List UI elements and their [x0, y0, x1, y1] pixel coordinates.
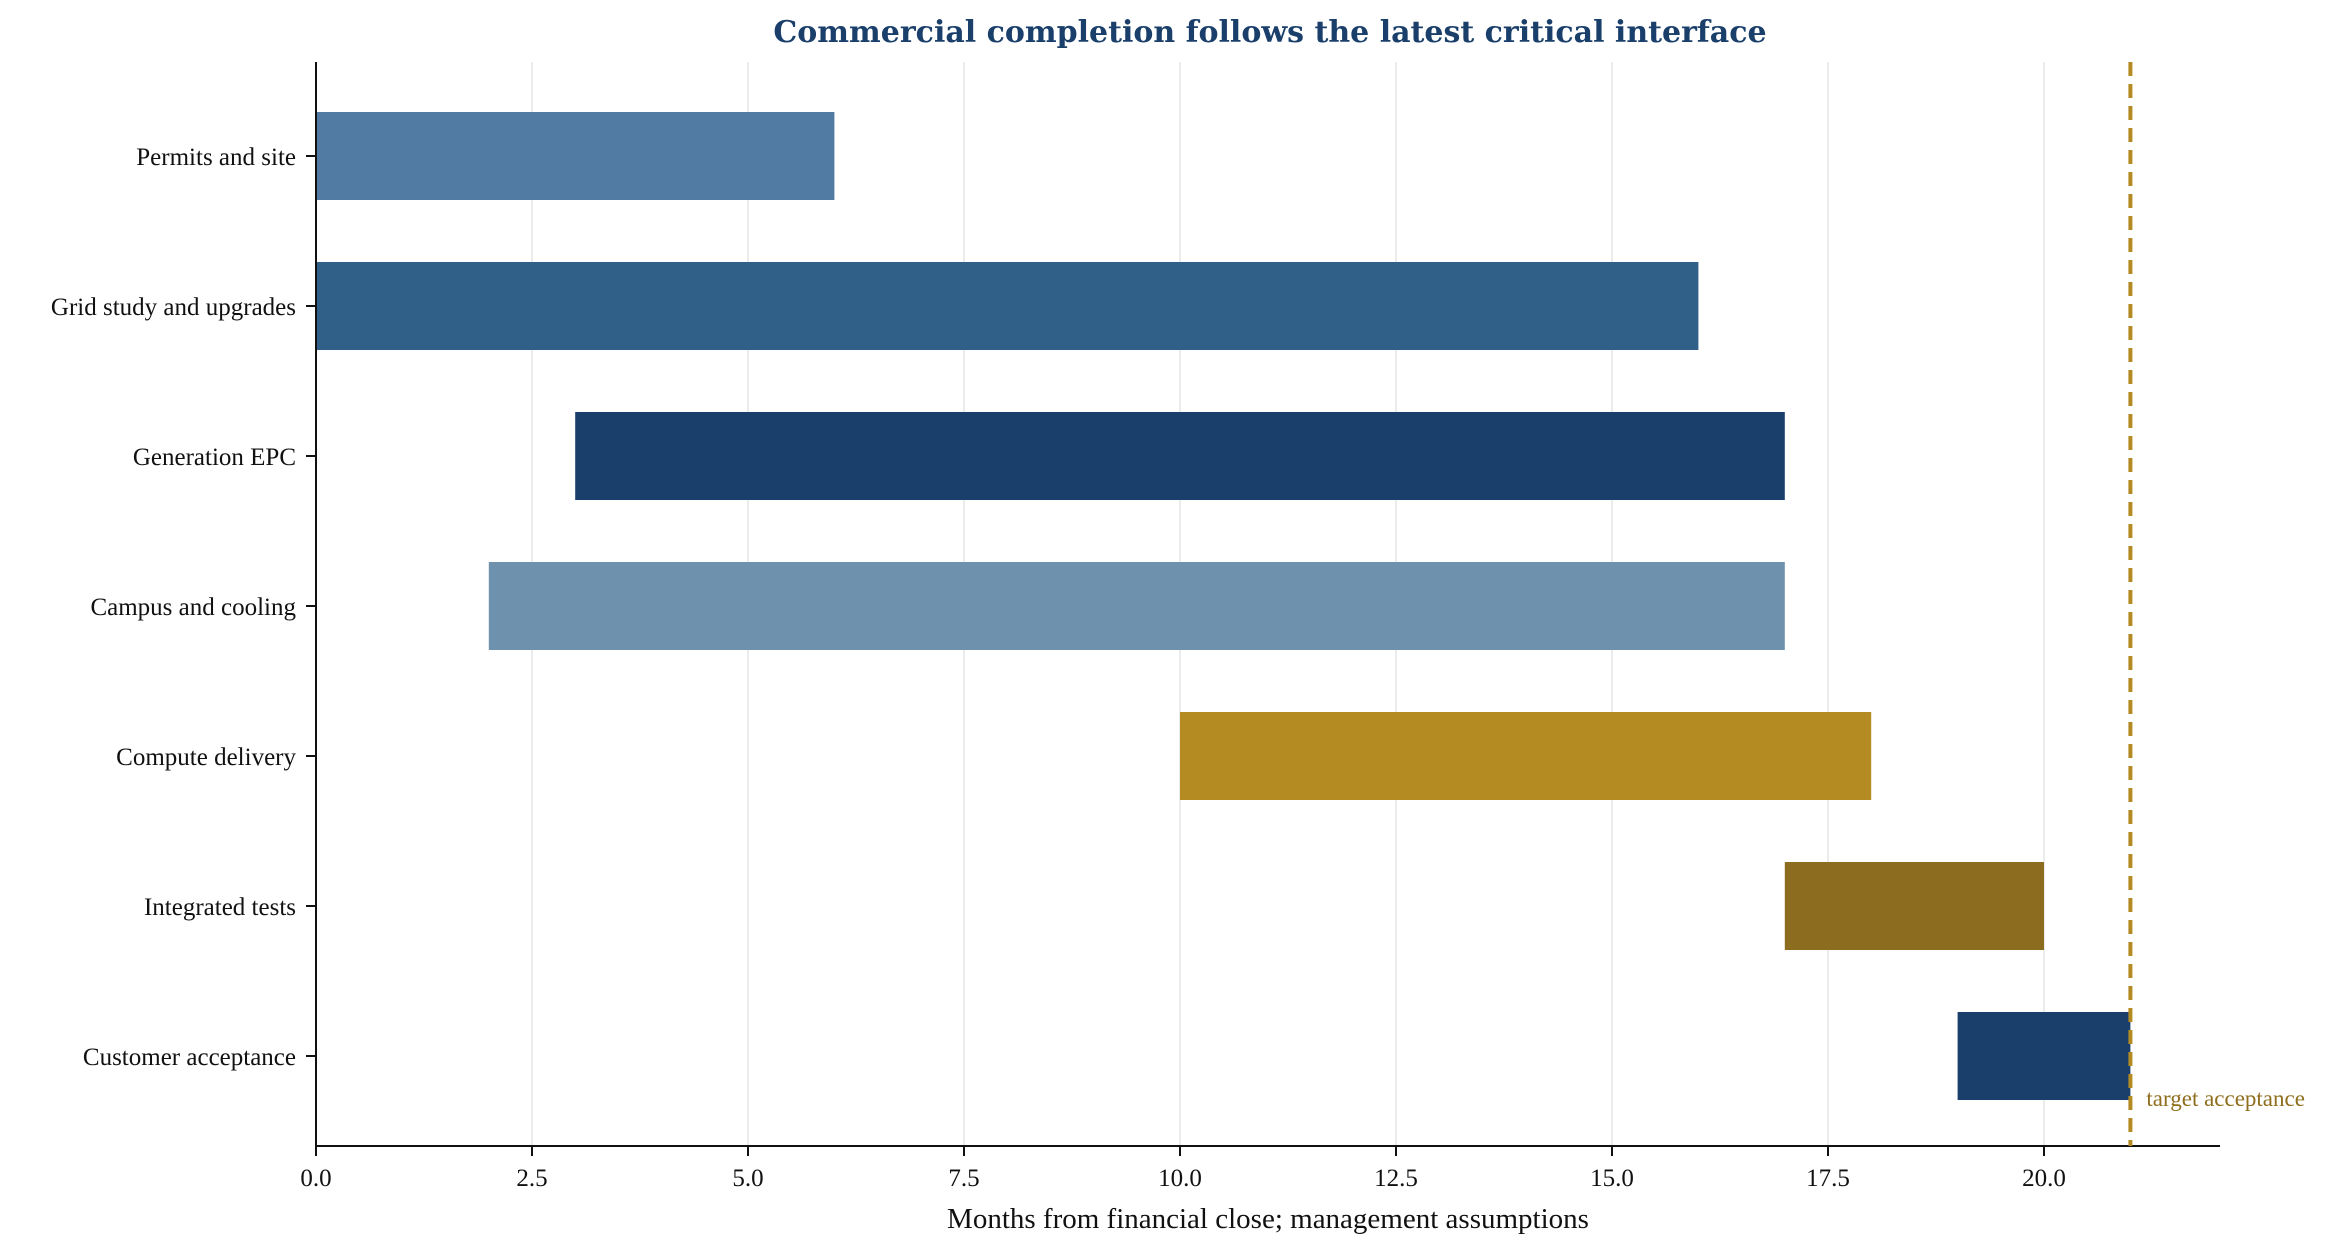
x-tick-label: 5.0 — [732, 1165, 763, 1192]
task-label: Customer acceptance — [83, 1044, 296, 1071]
task-bar — [1180, 712, 1872, 800]
task-label: Grid study and upgrades — [51, 294, 296, 321]
task-label: Campus and cooling — [90, 594, 296, 621]
axes — [315, 62, 2220, 1147]
task-bar — [1784, 862, 2044, 950]
task-bars — [316, 112, 2131, 1100]
x-tick-label: 7.5 — [948, 1165, 979, 1192]
task-label: Permits and site — [136, 144, 296, 171]
task-label: Integrated tests — [144, 894, 296, 921]
task-bar — [316, 262, 1699, 350]
reference-line-group: target acceptance — [2128, 62, 2305, 1146]
x-tick-label: 0.0 — [300, 1165, 331, 1192]
task-bar — [488, 562, 1785, 650]
task-bar — [1957, 1012, 2131, 1100]
target-acceptance-label: target acceptance — [2146, 1086, 2305, 1111]
x-ticks: 0.0 2.5 5.0 7.5 10.0 12.5 15.0 17.5 20.0 — [300, 1146, 2066, 1192]
x-tick-label: 15.0 — [1590, 1165, 1634, 1192]
x-tick-label: 10.0 — [1158, 1165, 1202, 1192]
x-tick-label: 17.5 — [1806, 1165, 1850, 1192]
chart-title: Commercial completion follows the latest… — [773, 15, 1766, 50]
task-label: Generation EPC — [133, 444, 296, 471]
x-tick-label: 2.5 — [516, 1165, 547, 1192]
task-bar — [316, 112, 835, 200]
task-label: Compute delivery — [116, 744, 296, 771]
task-bar — [575, 412, 1785, 500]
x-tick-label: 12.5 — [1374, 1165, 1418, 1192]
x-axis-label: Months from financial close; management … — [947, 1203, 1589, 1235]
y-ticks: Permits and site Grid study and upgrades G… — [51, 144, 316, 1071]
x-tick-label: 20.0 — [2022, 1165, 2066, 1192]
